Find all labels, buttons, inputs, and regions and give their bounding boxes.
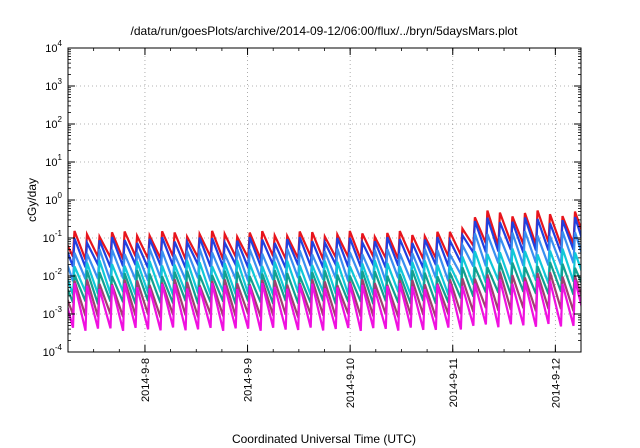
y-axis-label: cGy/day xyxy=(25,178,39,222)
x-axis-label: Coordinated Universal Time (UTC) xyxy=(232,432,416,446)
axis-ticks xyxy=(67,47,582,353)
x-tick-label: 2014-9-11 xyxy=(448,358,460,407)
series-layer xyxy=(68,210,581,332)
y-tick-label: 10-4 xyxy=(43,343,63,359)
y-tick-label: 10-2 xyxy=(43,267,63,283)
y-tick-label: 101 xyxy=(45,153,62,169)
y-tick-labels: 10-4 10-3 10-2 10-1 100 101 102 103 104 xyxy=(43,39,63,359)
x-tick-label: 2014-9-9 xyxy=(243,358,255,402)
y-tick-label: 10-3 xyxy=(43,305,63,321)
x-tick-labels: 2014-9-8 2014-9-9 2014-9-10 2014-9-11 2014-9… xyxy=(140,358,562,408)
y-tick-label: 103 xyxy=(45,77,62,93)
x-tick-label: 2014-9-8 xyxy=(140,358,152,402)
x-tick-label: 2014-9-10 xyxy=(345,358,357,408)
y-tick-label: 104 xyxy=(45,39,62,55)
y-tick-label: 10-1 xyxy=(43,229,63,245)
y-tick-label: 102 xyxy=(45,115,62,131)
chart-title: /data/run/goesPlots/archive/2014-09-12/0… xyxy=(131,24,519,38)
x-tick-label: 2014-9-12 xyxy=(550,358,562,408)
y-tick-label: 100 xyxy=(45,191,62,207)
series-line xyxy=(68,277,581,332)
